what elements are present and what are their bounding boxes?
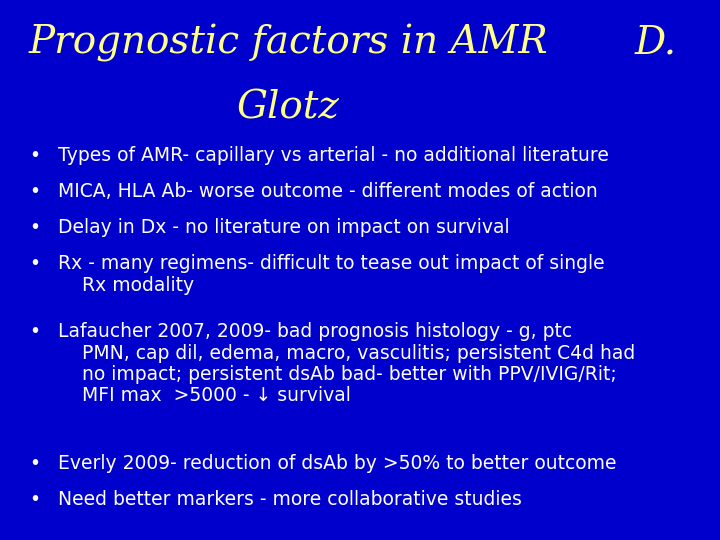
Text: •: • <box>29 322 40 341</box>
Text: •: • <box>29 146 40 165</box>
Text: Need better markers - more collaborative studies: Need better markers - more collaborative… <box>58 490 521 509</box>
Text: Prognostic factors in AMR: Prognostic factors in AMR <box>28 24 548 62</box>
Text: •: • <box>29 490 40 509</box>
Text: Rx - many regimens- difficult to tease out impact of single
    Rx modality: Rx - many regimens- difficult to tease o… <box>58 254 604 295</box>
Text: Everly 2009- reduction of dsAb by >50% to better outcome: Everly 2009- reduction of dsAb by >50% t… <box>58 454 616 473</box>
Text: •: • <box>29 254 40 273</box>
Text: •: • <box>29 182 40 201</box>
Text: Glotz: Glotz <box>237 89 339 126</box>
Text: •: • <box>29 454 40 473</box>
Text: D.: D. <box>634 24 676 62</box>
Text: Lafaucher 2007, 2009- bad prognosis histology - g, ptc
    PMN, cap dil, edema, : Lafaucher 2007, 2009- bad prognosis hist… <box>58 322 635 405</box>
Text: Types of AMR- capillary vs arterial - no additional literature: Types of AMR- capillary vs arterial - no… <box>58 146 608 165</box>
Text: MICA, HLA Ab- worse outcome - different modes of action: MICA, HLA Ab- worse outcome - different … <box>58 182 598 201</box>
Text: •: • <box>29 218 40 237</box>
Text: Delay in Dx - no literature on impact on survival: Delay in Dx - no literature on impact on… <box>58 218 509 237</box>
